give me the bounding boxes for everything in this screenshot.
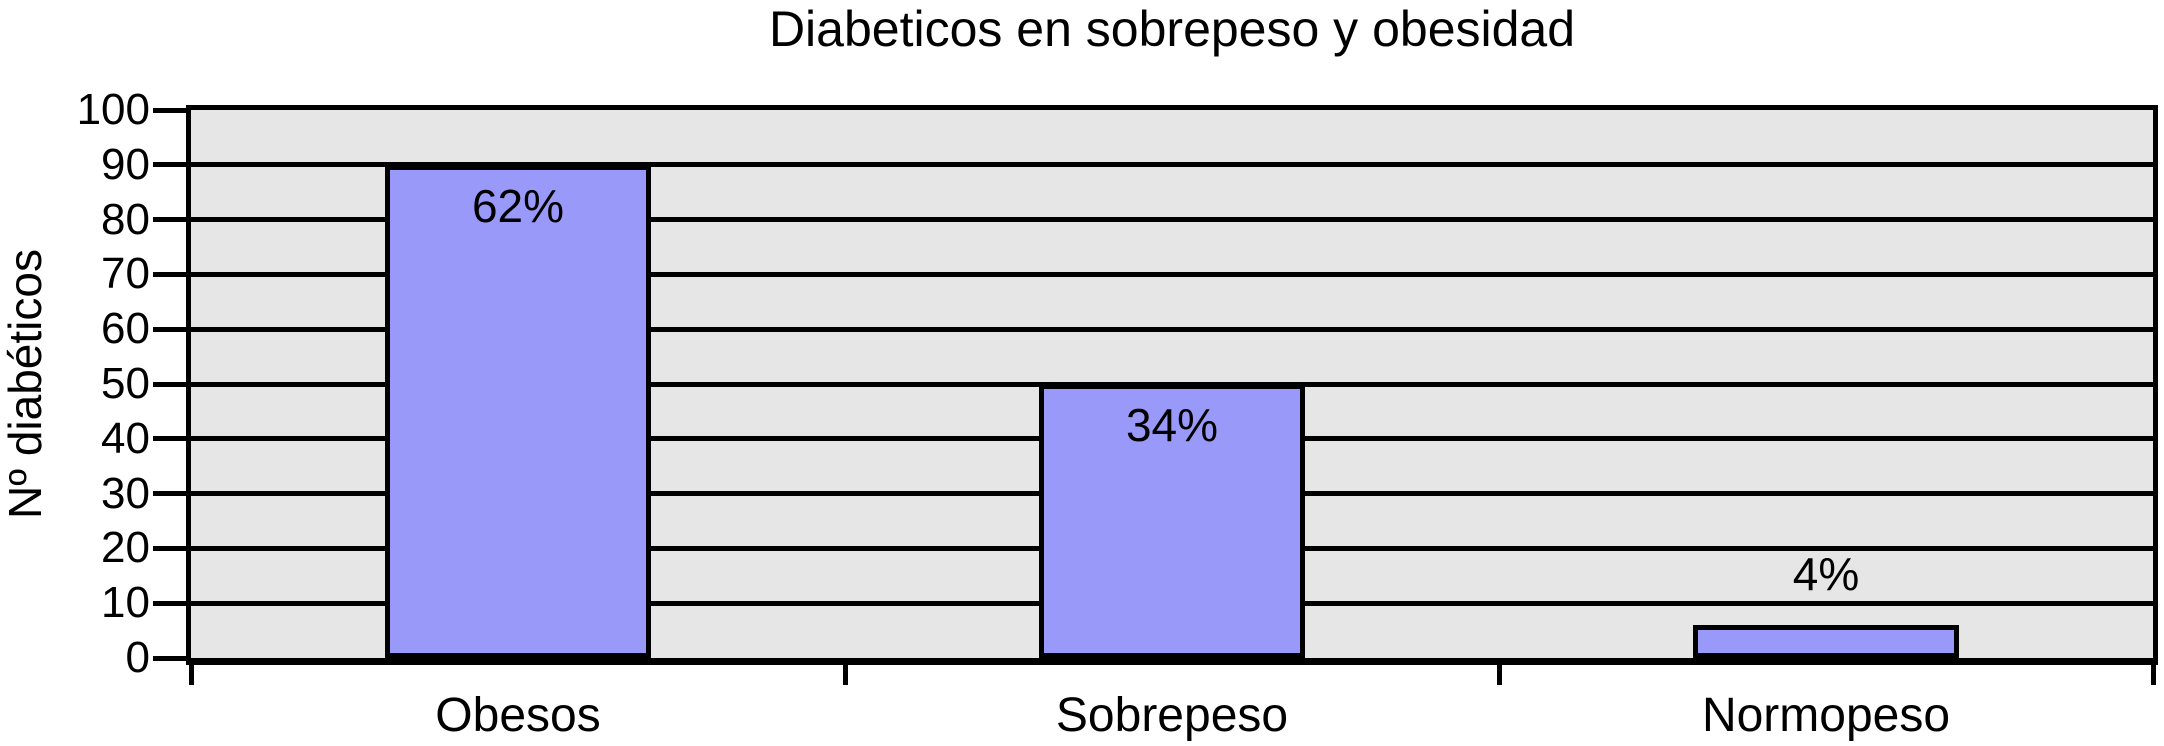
y-tick-label-70: 70 — [101, 249, 150, 299]
bar-label-normopeso: 4% — [1792, 548, 1860, 601]
y-tick-mark-40 — [153, 436, 186, 442]
y-tick-mark-20 — [153, 545, 186, 551]
bar-label-sobrepeso: 34% — [1125, 399, 1219, 451]
y-tick-mark-30 — [153, 491, 186, 497]
gridline-y-70 — [191, 271, 2153, 277]
y-tick-label-10: 10 — [101, 578, 150, 628]
y-tick-label-90: 90 — [101, 139, 150, 189]
y-tick-mark-60 — [153, 326, 186, 332]
x-tick-mark-1 — [842, 665, 848, 685]
x-category-label-normopeso: Normopeso — [1701, 689, 1951, 742]
x-tick-mark-0 — [188, 665, 194, 685]
x-tick-mark-3 — [2150, 665, 2156, 685]
y-tick-mark-0 — [153, 655, 186, 661]
bar-obesos — [385, 164, 651, 658]
gridline-y-90 — [191, 162, 2153, 168]
y-tick-label-50: 50 — [101, 359, 150, 408]
y-tick-mark-80 — [153, 217, 186, 223]
bar-sobrepeso — [1039, 384, 1305, 658]
gridline-y-80 — [191, 217, 2153, 223]
y-tick-label-30: 30 — [101, 468, 150, 518]
y-tick-label-20: 20 — [101, 523, 150, 573]
y-tick-label-80: 80 — [101, 194, 150, 244]
plot-area: 62% 34% 4% — [186, 105, 2158, 665]
y-tick-mark-70 — [153, 271, 186, 277]
y-tick-mark-10 — [153, 600, 186, 606]
x-category-label-obesos: Obesos — [435, 689, 601, 742]
bar-normopeso — [1693, 625, 1959, 658]
y-tick-mark-50 — [153, 381, 186, 387]
y-tick-label-40: 40 — [101, 413, 150, 463]
gridline-y-60 — [191, 326, 2153, 332]
chart-title: Diabeticos en sobrepeso y obesidad — [768, 1, 1576, 57]
y-tick-label-100: 100 — [76, 85, 150, 134]
y-tick-label-0: 0 — [125, 633, 150, 682]
y-tick-mark-100 — [153, 107, 186, 113]
x-tick-mark-2 — [1496, 665, 1502, 685]
y-tick-label-60: 60 — [101, 304, 150, 354]
bar-label-obesos: 62% — [471, 179, 565, 232]
y-tick-mark-90 — [153, 162, 186, 168]
x-category-label-sobrepeso: Sobrepeso — [1055, 689, 1289, 742]
